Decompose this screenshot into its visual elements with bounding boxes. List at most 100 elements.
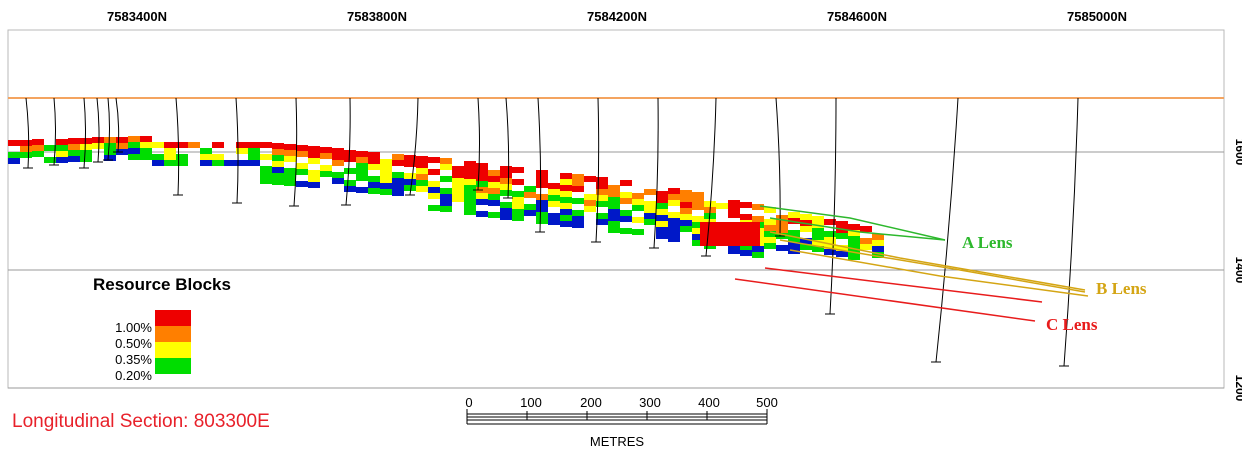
resource-block <box>284 180 296 186</box>
resource-block <box>56 139 68 145</box>
resource-block <box>656 191 668 197</box>
resource-block <box>656 209 668 215</box>
scale-label-300: 300 <box>639 395 661 410</box>
resource-block <box>752 204 764 210</box>
resource-block <box>80 138 92 144</box>
resource-block <box>272 179 284 185</box>
section-frame <box>7 29 1225 389</box>
resource-block <box>872 246 884 252</box>
resource-block <box>812 216 824 222</box>
resource-block <box>476 181 488 187</box>
resource-block <box>824 231 836 237</box>
resource-block <box>404 155 416 161</box>
resource-block <box>416 174 428 180</box>
resource-block <box>572 210 584 216</box>
resource-block <box>788 236 800 242</box>
resource-block <box>668 200 680 206</box>
legend-grade-2: 0.50% <box>115 336 152 351</box>
resource-block <box>812 234 824 240</box>
resource-block <box>80 156 92 162</box>
resource-block <box>644 213 656 219</box>
resource-block <box>764 231 776 237</box>
resource-block <box>536 170 548 176</box>
resource-block <box>824 219 836 225</box>
resource-block <box>632 205 644 211</box>
resource-block <box>536 200 548 206</box>
legend-grade-4: 0.20% <box>115 368 152 383</box>
resource-block <box>692 234 704 240</box>
resource-block <box>68 150 80 156</box>
resource-block <box>740 214 752 220</box>
resource-block <box>296 145 308 151</box>
resource-block <box>572 180 584 186</box>
resource-block <box>344 180 356 186</box>
resource-block <box>92 137 104 143</box>
legend-grade-1: 1.00% <box>115 320 152 335</box>
scale-unit-label: METRES <box>590 434 645 449</box>
resource-block <box>692 204 704 210</box>
resource-block <box>272 143 284 149</box>
resource-block <box>488 182 500 188</box>
resource-block <box>464 173 476 179</box>
resource-block <box>572 222 584 228</box>
resource-block <box>812 246 824 252</box>
drillhole-trace <box>107 97 110 161</box>
resource-block <box>512 179 524 185</box>
legend-title: Resource Blocks <box>93 275 231 294</box>
resource-block <box>452 172 464 178</box>
resource-block <box>164 160 176 166</box>
resource-block <box>248 154 260 160</box>
resource-block <box>860 244 872 250</box>
resource-block <box>392 184 404 190</box>
b-lens-outline-middle <box>779 239 1086 293</box>
resource-block <box>488 188 500 194</box>
resource-block <box>488 200 500 206</box>
drillhole-trace <box>96 97 100 163</box>
resource-block <box>536 212 548 218</box>
resource-block <box>344 150 356 156</box>
resource-block <box>824 243 836 249</box>
resource-block <box>308 146 320 152</box>
resource-block <box>560 191 572 197</box>
resource-block <box>380 165 392 171</box>
resource-block <box>152 154 164 160</box>
resource-block <box>836 221 848 227</box>
resource-block <box>80 150 92 156</box>
resource-block <box>308 158 320 164</box>
resource-block <box>32 145 44 151</box>
northing-label-4: 7584600N <box>827 9 887 24</box>
resource-block <box>200 160 212 166</box>
resource-block <box>680 214 692 220</box>
resource-block <box>296 181 308 187</box>
resource-block <box>212 142 224 148</box>
resource-block <box>32 139 44 145</box>
resource-block <box>452 166 464 172</box>
drillhole-trace <box>775 97 781 237</box>
resource-block <box>116 143 128 149</box>
resource-block <box>428 205 440 211</box>
resource-block <box>380 183 392 189</box>
resource-block <box>20 140 32 146</box>
resource-block <box>392 178 404 184</box>
resource-block <box>356 151 368 157</box>
resource-block <box>668 212 680 218</box>
resource-block <box>608 185 620 191</box>
resource-block <box>284 144 296 150</box>
resource-block <box>680 220 692 226</box>
resource-block <box>548 213 560 219</box>
resource-block <box>8 152 20 158</box>
resource-block <box>536 182 548 188</box>
resource-block <box>644 201 656 207</box>
northing-label-2: 7583800N <box>347 9 407 24</box>
resource-block <box>272 173 284 179</box>
resource-block <box>332 172 344 178</box>
resource-block <box>248 148 260 154</box>
resource-block <box>344 156 356 162</box>
resource-block <box>368 188 380 194</box>
resource-block <box>584 194 596 200</box>
resource-block <box>848 242 860 248</box>
resource-block <box>476 163 488 169</box>
resource-block <box>512 191 524 197</box>
resource-block <box>356 157 368 163</box>
resource-block <box>224 160 236 166</box>
